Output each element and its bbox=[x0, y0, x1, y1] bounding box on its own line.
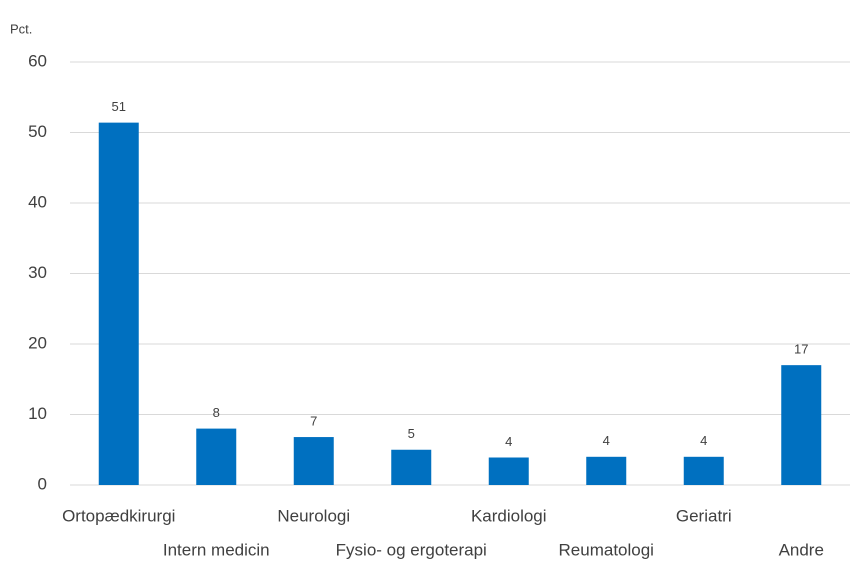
data-label: 7 bbox=[310, 413, 317, 428]
y-tick-label: 50 bbox=[28, 122, 47, 141]
y-tick-label: 40 bbox=[28, 192, 47, 211]
x-tick-label: Fysio- og ergoterapi bbox=[336, 540, 487, 559]
data-label: 8 bbox=[213, 405, 220, 420]
bar bbox=[391, 449, 432, 485]
data-label: 4 bbox=[603, 433, 610, 448]
data-label: 5 bbox=[408, 426, 415, 441]
x-tick-label: Andre bbox=[779, 540, 824, 559]
x-tick-label: Geriatri bbox=[676, 506, 732, 525]
y-tick-label: 60 bbox=[28, 51, 47, 70]
y-unit-label: Pct. bbox=[10, 21, 32, 36]
bar bbox=[683, 456, 724, 485]
data-label: 17 bbox=[794, 342, 808, 357]
data-label: 4 bbox=[505, 434, 512, 449]
x-tick-label: Reumatologi bbox=[559, 540, 654, 559]
data-label: 51 bbox=[112, 99, 126, 114]
y-tick-label: 30 bbox=[28, 263, 47, 282]
bar bbox=[781, 365, 822, 485]
x-tick-label: Kardiologi bbox=[471, 506, 547, 525]
bar bbox=[488, 457, 529, 485]
y-tick-label: 0 bbox=[38, 474, 47, 493]
y-tick-label: 20 bbox=[28, 333, 47, 352]
x-tick-label: Neurologi bbox=[277, 506, 350, 525]
x-tick-label: Ortopædkirurgi bbox=[62, 506, 175, 525]
bar bbox=[98, 122, 139, 485]
bar bbox=[586, 456, 627, 485]
x-tick-label: Intern medicin bbox=[163, 540, 270, 559]
data-label: 4 bbox=[700, 433, 707, 448]
y-tick-label: 10 bbox=[28, 404, 47, 423]
bar bbox=[293, 437, 334, 485]
bar bbox=[196, 428, 237, 485]
